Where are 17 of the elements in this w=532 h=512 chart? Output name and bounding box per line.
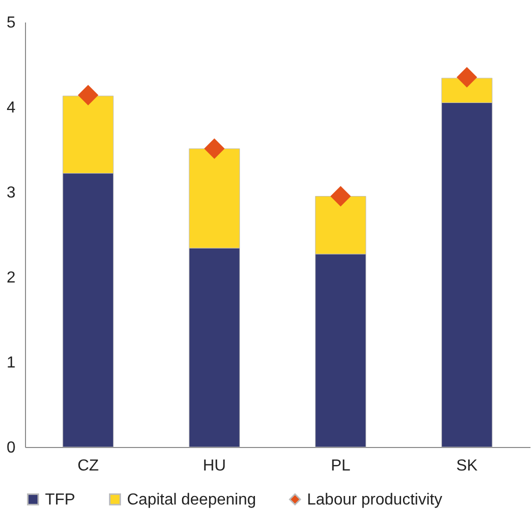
point xyxy=(204,138,225,159)
point xyxy=(456,67,478,88)
y-tick-label: 0 xyxy=(6,440,16,456)
y-tick-label: 5 xyxy=(6,14,16,32)
legend-label: TFP xyxy=(45,491,76,508)
y-tick-label: 4 xyxy=(6,100,16,116)
legend-label: Capital deepening xyxy=(127,491,256,508)
y-tick-label: 3 xyxy=(6,184,16,202)
x-tick-label: HU xyxy=(202,458,226,474)
x-tick-label: PL xyxy=(330,458,351,474)
legend-label: Labour productivity xyxy=(307,491,442,508)
y-tick-label: 1 xyxy=(6,354,16,372)
y-tick-label: 2 xyxy=(6,270,16,286)
x-tick-label: CZ xyxy=(77,458,100,474)
point xyxy=(78,84,98,106)
point xyxy=(330,186,351,206)
x-tick-label: SK xyxy=(456,458,478,474)
